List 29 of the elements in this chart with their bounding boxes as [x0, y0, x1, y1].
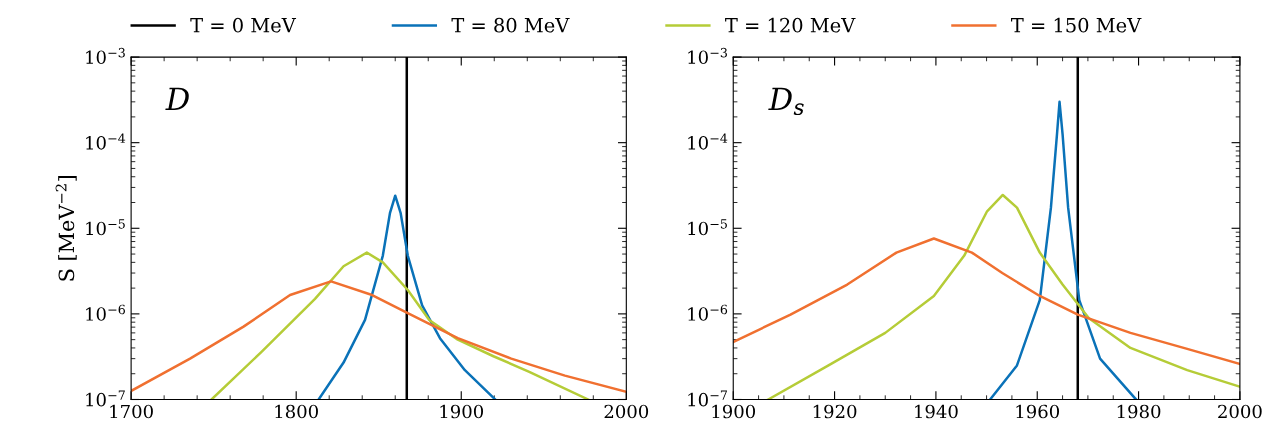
legend-label: T = 150 MeV: [1011, 17, 1142, 33]
annotation: D$_{s}$: [768, 87, 804, 116]
y-tick-label: 10$^{−4}$: [86, 133, 126, 150]
line-series: [317, 194, 497, 400]
x-tick-label: 1940: [915, 404, 958, 419]
x-tick-label: 2000: [1218, 404, 1262, 419]
annotation: D: [165, 87, 189, 111]
y-tick-label: 10$^{−5}$: [86, 219, 125, 236]
line-series: [131, 280, 627, 394]
legend-label: T = 120 MeV: [725, 17, 856, 33]
line-series: [766, 193, 1240, 400]
y-tick-label: 10$^{−3}$: [86, 47, 125, 65]
y-axis-title: S [MeV$^{−2}$]: [55, 176, 77, 281]
y-tick-label: 10$^{−6}$: [86, 304, 125, 321]
line-series: [733, 237, 1240, 366]
x-tick-label: 1920: [813, 404, 857, 419]
x-tick-label: 1960: [1016, 404, 1060, 419]
legend-label: T = 0 MeV: [190, 17, 297, 33]
x-tick-label: 2000: [604, 404, 649, 419]
line-series: [988, 100, 1138, 400]
line-series: [210, 251, 590, 400]
x-tick-label: 1900: [440, 404, 484, 419]
legend-label: T = 80 MeV: [451, 17, 570, 33]
y-tick-label: 10$^{−5}$: [688, 219, 727, 236]
y-tick-label: 10$^{−3}$: [688, 47, 727, 65]
y-tick-label: 10$^{−4}$: [688, 133, 728, 150]
x-tick-label: 1800: [275, 404, 318, 419]
x-tick-label: 1980: [1117, 404, 1161, 419]
y-tick-label: 10$^{−6}$: [688, 304, 728, 321]
